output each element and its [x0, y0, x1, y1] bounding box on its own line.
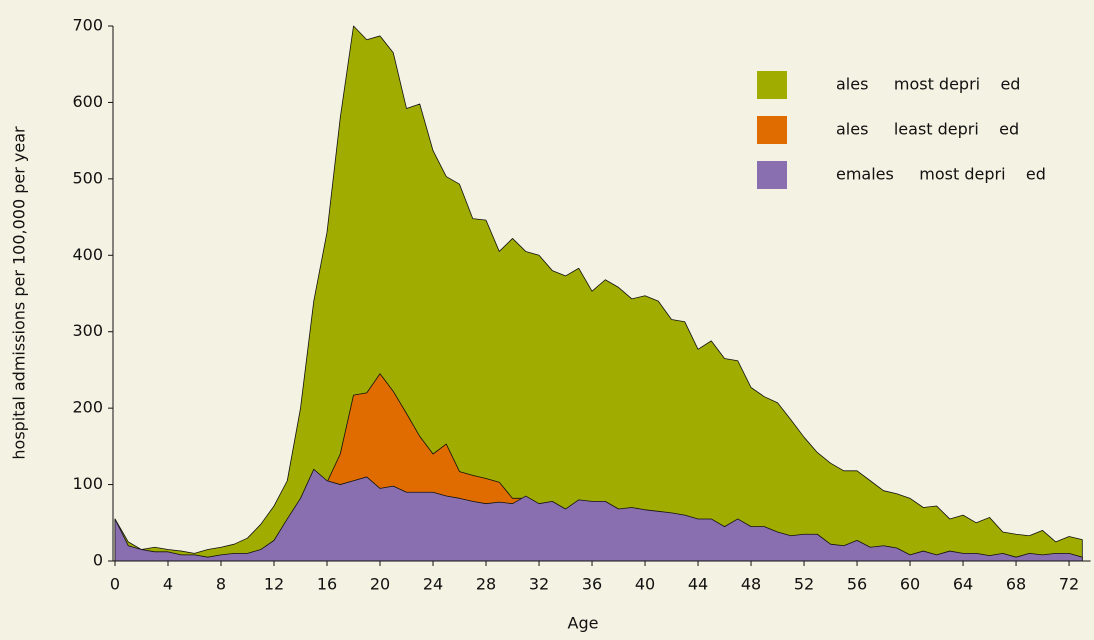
x-tick-label: 56	[847, 575, 867, 594]
x-tick-label: 36	[582, 575, 602, 594]
y-axis-label: hospital admissions per 100,000 per year	[10, 126, 29, 460]
y-tick-label: 100	[72, 474, 103, 493]
x-tick-label: 48	[741, 575, 761, 594]
y-tick-label: 600	[72, 92, 103, 111]
y-tick-label: 300	[72, 321, 103, 340]
x-tick-label: 40	[635, 575, 655, 594]
legend-label: ales least depri ed	[836, 120, 1019, 139]
y-tick-label: 200	[72, 398, 103, 417]
x-tick-label: 8	[216, 575, 226, 594]
x-tick-label: 72	[1059, 575, 1079, 594]
x-tick-label: 52	[794, 575, 814, 594]
legend-swatch	[757, 161, 787, 189]
y-tick-label: 700	[72, 16, 103, 35]
x-tick-label: 64	[953, 575, 973, 594]
legend-swatch	[757, 71, 787, 99]
x-tick-label: 68	[1006, 575, 1026, 594]
x-tick-label: 60	[900, 575, 920, 594]
x-tick-label: 20	[370, 575, 390, 594]
x-tick-label: 12	[264, 575, 284, 594]
x-axis-label: Age	[568, 614, 599, 633]
x-tick-label: 44	[688, 575, 708, 594]
y-tick-label: 0	[93, 551, 103, 570]
area	[114, 468, 1083, 562]
area	[114, 25, 1083, 562]
y-tick-label: 400	[72, 245, 103, 264]
legend-label: emales most depri ed	[836, 165, 1046, 184]
x-tick-label: 24	[423, 575, 443, 594]
x-tick-label: 16	[317, 575, 337, 594]
x-tick-label: 28	[476, 575, 496, 594]
x-tick-label: 32	[529, 575, 549, 594]
legend-swatch	[757, 116, 787, 144]
x-tick-label: 0	[110, 575, 120, 594]
x-tick-label: 4	[163, 575, 173, 594]
y-tick-label: 500	[72, 168, 103, 187]
legend-label: ales most depri ed	[836, 75, 1020, 94]
